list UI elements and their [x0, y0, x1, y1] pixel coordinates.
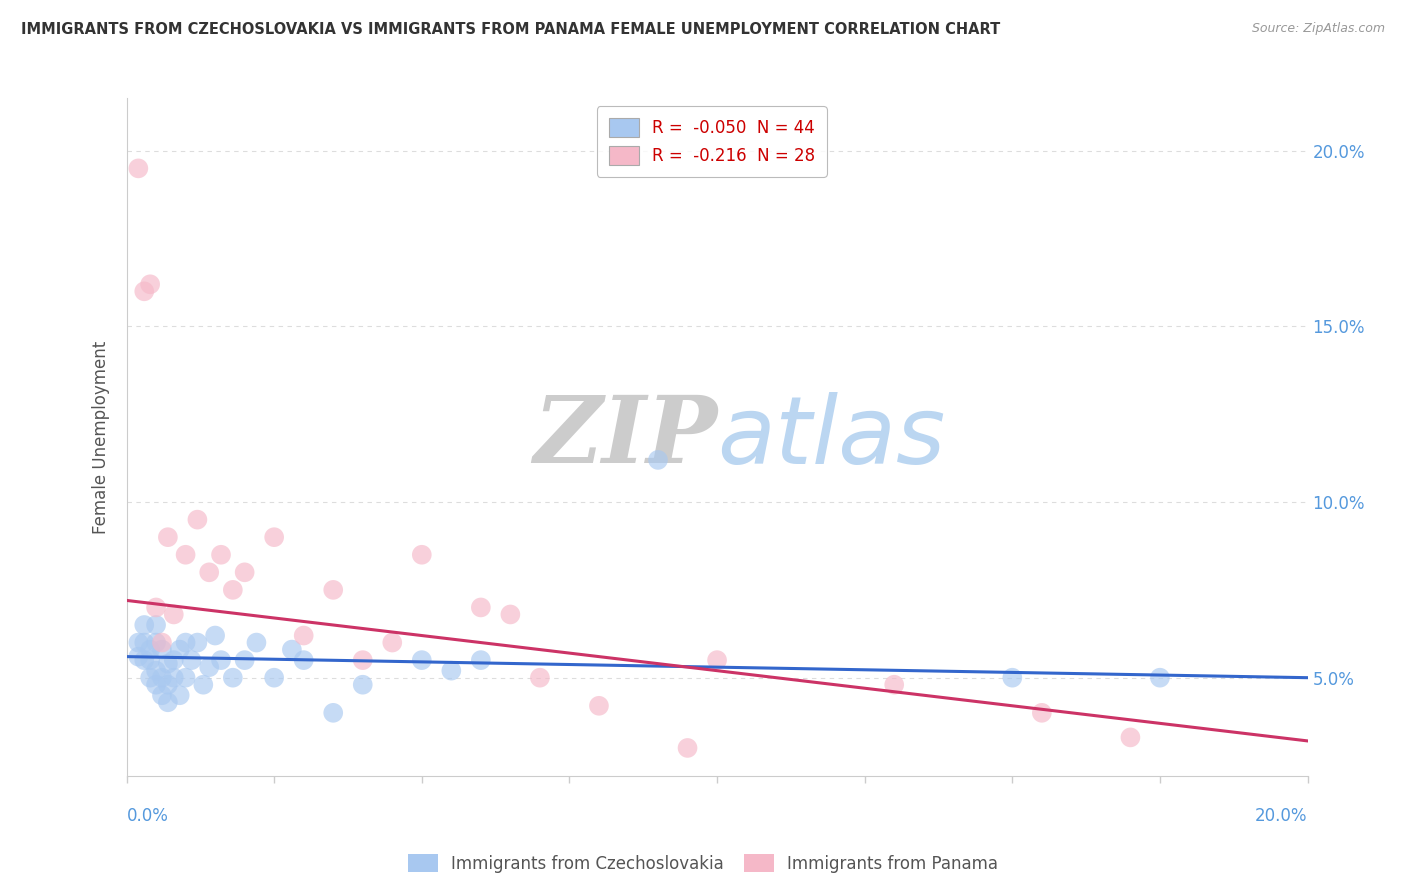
Point: [134, 635, 156, 649]
Point: [174, 671, 197, 685]
Legend: R =  -0.050  N = 44, R =  -0.216  N = 28: R = -0.050 N = 44, R = -0.216 N = 28: [598, 106, 827, 177]
Point: [127, 161, 149, 176]
Point: [169, 642, 191, 657]
Point: [145, 618, 167, 632]
Point: [150, 635, 173, 649]
Point: [127, 649, 149, 664]
Point: [529, 671, 551, 685]
Text: atlas: atlas: [717, 392, 945, 483]
Point: [163, 653, 186, 667]
Point: [174, 548, 197, 562]
Text: IMMIGRANTS FROM CZECHOSLOVAKIA VS IMMIGRANTS FROM PANAMA FEMALE UNEMPLOYMENT COR: IMMIGRANTS FROM CZECHOSLOVAKIA VS IMMIGR…: [21, 22, 1000, 37]
Point: [292, 628, 315, 642]
Point: [222, 671, 245, 685]
Point: [1001, 671, 1024, 685]
Point: [156, 695, 179, 709]
Text: 0.0%: 0.0%: [127, 807, 169, 825]
Point: [676, 740, 699, 755]
Point: [163, 671, 186, 685]
Point: [186, 513, 208, 527]
Point: [169, 688, 191, 702]
Point: [281, 642, 304, 657]
Point: [411, 548, 433, 562]
Point: [145, 635, 167, 649]
Point: [1031, 706, 1053, 720]
Y-axis label: Female Unemployment: Female Unemployment: [91, 341, 110, 533]
Point: [245, 635, 267, 649]
Point: [209, 548, 232, 562]
Point: [222, 582, 245, 597]
Point: [145, 600, 167, 615]
Point: [156, 657, 179, 671]
Point: [163, 607, 186, 622]
Point: [180, 653, 202, 667]
Point: [139, 653, 162, 667]
Point: [292, 653, 315, 667]
Point: [470, 600, 492, 615]
Point: [198, 566, 221, 580]
Point: [193, 678, 215, 692]
Point: [647, 453, 669, 467]
Point: [322, 706, 344, 720]
Point: [440, 664, 463, 678]
Point: [209, 653, 232, 667]
Point: [156, 678, 179, 692]
Point: [233, 653, 256, 667]
Point: [883, 678, 905, 692]
Point: [233, 566, 256, 580]
Point: [139, 277, 162, 292]
Point: [381, 635, 404, 649]
Point: [263, 530, 285, 544]
Point: [145, 678, 167, 692]
Point: [204, 628, 226, 642]
Point: [411, 653, 433, 667]
Point: [127, 635, 149, 649]
Point: [150, 671, 173, 685]
Point: [134, 285, 156, 299]
Point: [134, 653, 156, 667]
Point: [145, 664, 167, 678]
Legend: Immigrants from Czechoslovakia, Immigrants from Panama: Immigrants from Czechoslovakia, Immigran…: [401, 847, 1005, 880]
Point: [139, 671, 162, 685]
Point: [352, 653, 374, 667]
Text: ZIP: ZIP: [533, 392, 717, 482]
Point: [150, 642, 173, 657]
Point: [263, 671, 285, 685]
Point: [156, 530, 179, 544]
Point: [186, 635, 208, 649]
Point: [150, 688, 173, 702]
Point: [1149, 671, 1171, 685]
Point: [322, 582, 344, 597]
Text: 20.0%: 20.0%: [1256, 807, 1308, 825]
Point: [706, 653, 728, 667]
Point: [1119, 731, 1142, 745]
Text: Source: ZipAtlas.com: Source: ZipAtlas.com: [1251, 22, 1385, 36]
Point: [352, 678, 374, 692]
Point: [198, 660, 221, 674]
Point: [174, 635, 197, 649]
Point: [134, 618, 156, 632]
Point: [139, 642, 162, 657]
Point: [470, 653, 492, 667]
Point: [499, 607, 522, 622]
Point: [588, 698, 610, 713]
